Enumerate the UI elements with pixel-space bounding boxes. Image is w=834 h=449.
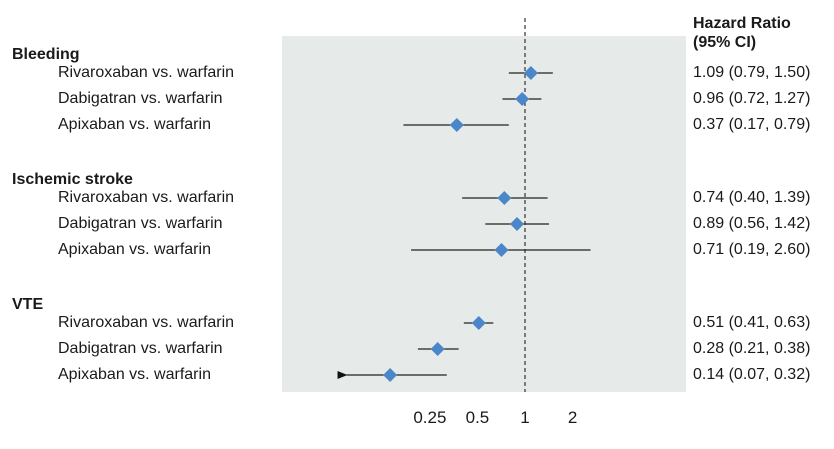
- hazard-ratio-header-line1: Hazard Ratio: [693, 15, 791, 32]
- hazard-ratio-marker: [383, 368, 398, 382]
- group-label: Ischemic stroke: [12, 171, 133, 188]
- hazard-ratio-header: Hazard Ratio (95% CI): [693, 14, 791, 52]
- hazard-ratio-marker: [497, 191, 512, 205]
- hazard-ratio-marker: [430, 342, 445, 356]
- x-tick-label: 1: [520, 408, 529, 427]
- row-label: Dabigatran vs. warfarin: [58, 340, 223, 357]
- hazard-ratio-marker: [523, 66, 538, 80]
- hazard-ratio-marker: [494, 243, 509, 257]
- row-label: Apixaban vs. warfarin: [58, 241, 211, 258]
- hazard-ratio-value: 0.14 (0.07, 0.32): [693, 366, 811, 383]
- x-tick-label: 0.5: [466, 408, 490, 427]
- hazard-ratio-marker: [510, 217, 525, 231]
- hazard-ratio-marker: [471, 316, 486, 330]
- x-tick-label: 2: [568, 408, 577, 427]
- row-label: Rivaroxaban vs. warfarin: [58, 314, 235, 331]
- row-label: Dabigatran vs. warfarin: [58, 90, 223, 107]
- row-label: Rivaroxaban vs. warfarin: [58, 64, 235, 81]
- row-label: Apixaban vs. warfarin: [58, 116, 211, 133]
- plot-panel: [282, 36, 686, 392]
- x-tick-label: 0.25: [413, 408, 446, 427]
- hazard-ratio-value: 0.96 (0.72, 1.27): [693, 90, 811, 107]
- hazard-ratio-marker: [515, 92, 530, 106]
- hazard-ratio-value: 0.28 (0.21, 0.38): [693, 340, 811, 357]
- hazard-ratio-value: 0.37 (0.17, 0.79): [693, 116, 811, 133]
- hazard-ratio-header-line2: (95% CI): [693, 34, 757, 51]
- row-label: Dabigatran vs. warfarin: [58, 215, 223, 232]
- hazard-ratio-value: 1.09 (0.79, 1.50): [693, 64, 811, 81]
- group-label: Bleeding: [12, 46, 80, 63]
- hazard-ratio-value: 0.74 (0.40, 1.39): [693, 189, 811, 206]
- row-label: Apixaban vs. warfarin: [58, 366, 211, 383]
- hazard-ratio-marker: [449, 118, 464, 132]
- hazard-ratio-value: 0.51 (0.41, 0.63): [693, 314, 811, 331]
- hazard-ratio-value: 0.71 (0.19, 2.60): [693, 241, 811, 258]
- hazard-ratio-value: 0.89 (0.56, 1.42): [693, 215, 811, 232]
- row-label: Rivaroxaban vs. warfarin: [58, 189, 235, 206]
- group-label: VTE: [12, 296, 44, 313]
